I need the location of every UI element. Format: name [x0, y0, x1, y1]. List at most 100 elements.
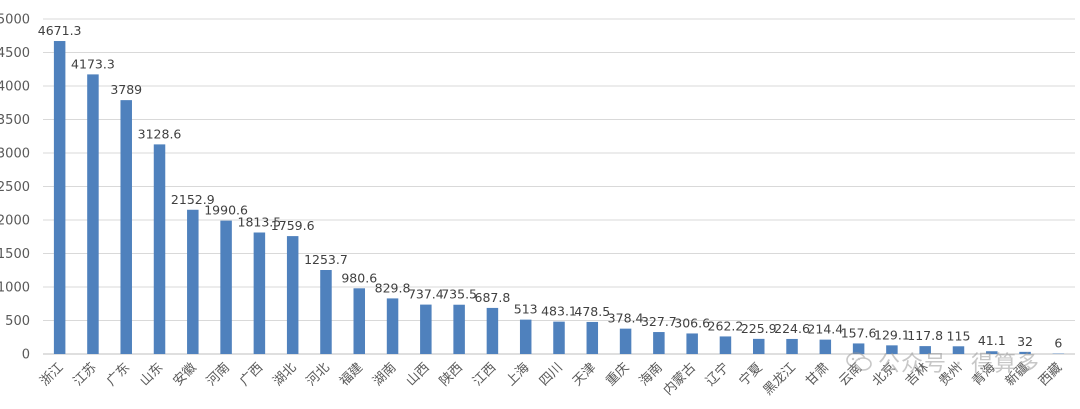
x-tick-label: 云南	[836, 360, 866, 390]
bar	[286, 236, 299, 354]
bar	[719, 336, 732, 354]
bar	[453, 304, 465, 354]
bar	[153, 144, 166, 354]
x-tick-label: 重庆	[603, 360, 633, 390]
y-tick-label: 0	[22, 348, 30, 363]
data-label: 980.6	[341, 270, 377, 285]
data-label: 224.6	[774, 321, 810, 336]
bar	[819, 339, 832, 354]
bar	[353, 288, 366, 354]
bar	[519, 319, 532, 354]
data-label: 32	[1017, 334, 1033, 349]
bar	[919, 346, 931, 354]
data-label: 6	[1054, 336, 1062, 351]
x-tick-label: 山东	[137, 360, 166, 389]
data-label: 3128.6	[138, 126, 182, 141]
x-tick-label: 上海	[504, 360, 533, 389]
data-label: 1990.6	[204, 203, 248, 218]
y-tick-label: 5000	[0, 13, 30, 28]
data-label: 478.5	[574, 304, 610, 319]
bar	[553, 321, 565, 354]
x-tick-label: 安徽	[171, 360, 200, 389]
bar	[120, 100, 132, 355]
y-tick-label: 1500	[0, 247, 30, 262]
x-tick-label: 天津	[570, 360, 599, 389]
x-tick-label: 贵州	[936, 360, 965, 389]
bar	[220, 220, 232, 354]
x-tick-label: 内蒙古	[660, 360, 699, 399]
x-tick-label: 山西	[404, 360, 433, 389]
data-label: 1253.7	[304, 252, 348, 267]
bar	[53, 41, 66, 355]
x-tick-label: 湖南	[370, 360, 400, 390]
data-label: 129.1	[874, 327, 910, 342]
x-tick-label: 河南	[203, 360, 233, 390]
y-tick-label: 4000	[0, 80, 30, 95]
x-tick-label: 江西	[470, 360, 499, 389]
bar	[619, 328, 632, 354]
data-label: 735.5	[441, 287, 477, 302]
bar	[486, 307, 499, 354]
x-tick-label: 广西	[237, 360, 266, 389]
x-tick-label: 四川	[537, 360, 566, 389]
bar	[852, 343, 865, 354]
bar	[386, 298, 399, 354]
data-label: 41.1	[978, 333, 1006, 348]
data-label: 737.4	[408, 287, 444, 302]
data-label: 214.4	[807, 322, 843, 337]
x-tick-label: 北京	[870, 360, 899, 389]
data-label: 327.7	[641, 314, 677, 329]
data-label: 378.4	[608, 311, 644, 326]
data-label: 687.8	[475, 290, 511, 305]
x-tick-label: 甘肃	[803, 360, 832, 389]
bar	[752, 338, 765, 354]
data-label: 117.8	[907, 328, 943, 343]
data-label: 829.8	[375, 280, 411, 295]
x-tick-label: 陕西	[437, 360, 466, 389]
bar	[653, 332, 665, 354]
data-label: 306.6	[674, 315, 710, 330]
bar	[986, 351, 998, 354]
bar	[187, 209, 199, 354]
bar	[686, 333, 698, 354]
bar	[952, 346, 965, 354]
y-tick-label: 1000	[0, 281, 30, 296]
bar	[420, 304, 432, 354]
data-label: 1759.6	[271, 218, 315, 233]
x-tick-label: 青海	[970, 360, 999, 389]
x-tick-label: 河北	[304, 360, 333, 389]
x-tick-label: 广东	[104, 360, 133, 389]
bar	[1019, 351, 1031, 354]
x-tick-label: 辽宁	[703, 360, 733, 390]
bar	[253, 232, 266, 354]
x-tick-label: 新疆	[1002, 360, 1032, 390]
y-tick-label: 3000	[0, 147, 30, 162]
x-tick-label: 湖北	[271, 360, 300, 389]
data-label: 3789	[110, 82, 142, 97]
x-tick-label: 江苏	[70, 360, 100, 390]
y-tick-label: 3500	[0, 113, 30, 128]
data-label: 4173.3	[71, 56, 115, 71]
bar	[87, 74, 99, 354]
y-tick-label: 500	[5, 314, 30, 329]
data-label: 115	[947, 328, 971, 343]
y-tick-label: 2500	[0, 180, 30, 195]
bar	[786, 338, 798, 354]
x-tick-label: 西藏	[1036, 360, 1065, 389]
bar	[320, 270, 332, 354]
data-label: 225.9	[741, 321, 777, 336]
data-label: 1813.5	[238, 214, 282, 229]
data-label: 157.6	[841, 325, 877, 340]
data-label: 513	[514, 302, 538, 317]
x-tick-label: 宁夏	[736, 360, 766, 390]
data-label: 2152.9	[171, 192, 215, 207]
data-label: 483.1	[541, 304, 577, 319]
y-tick-label: 4500	[0, 46, 30, 61]
data-label: 262.2	[708, 318, 744, 333]
bar	[886, 345, 898, 354]
y-tick-label: 2000	[0, 214, 30, 229]
x-tick-label: 海南	[636, 360, 666, 390]
data-label: 4671.3	[38, 23, 82, 38]
x-tick-label: 福建	[337, 360, 366, 389]
